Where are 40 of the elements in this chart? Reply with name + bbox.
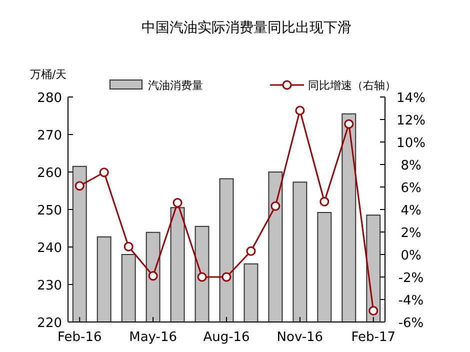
y-tick-label: 270 (37, 128, 62, 144)
point (295, 106, 305, 116)
legend-label: 同比增速（右轴） (308, 79, 396, 92)
y-tick-label: 250 (37, 204, 62, 218)
y2-tick-label: 10% (396, 136, 426, 151)
point (344, 119, 354, 129)
y2-tick-label: -2% (398, 271, 424, 286)
x-tick-label: Feb-17 (351, 330, 396, 345)
y-tick-label: 220 (37, 316, 62, 331)
y2-tick-label: 12% (396, 114, 426, 128)
x-tick-label: Nov-16 (276, 330, 324, 345)
point (222, 272, 232, 282)
y-tick-label: 230 (37, 278, 62, 294)
y2-tick-label: 6% (400, 181, 422, 196)
point (197, 272, 207, 282)
point (270, 201, 280, 211)
y2-tick-label: 4% (400, 204, 422, 218)
point (74, 181, 84, 191)
chart-title: 中国汽油实际消费量同比出现下滑 (142, 20, 352, 36)
x-tick-label: Feb-16 (58, 330, 102, 345)
y-tick-label: 280 (37, 91, 62, 106)
y2-tick-label: -4% (398, 294, 424, 308)
x-tick-label: May-16 (129, 330, 178, 345)
y2-tick-label: 2% (400, 226, 422, 241)
y-tick-label: 260 (37, 166, 62, 181)
y2-tick-label: 8% (400, 158, 422, 174)
point (124, 242, 134, 252)
point (99, 168, 109, 178)
legend-label: 汽油消费量 (148, 79, 203, 92)
point (320, 196, 330, 206)
y-axis-title: 万桶/天 (30, 68, 67, 81)
y2-tick-label: 0% (400, 248, 422, 264)
y2-tick-label: -6% (398, 316, 424, 331)
point (246, 246, 256, 256)
point (148, 271, 158, 281)
y2-tick-label: 14% (396, 91, 426, 106)
y-tick-label: 240 (37, 241, 62, 256)
x-tick-label: Aug-16 (203, 330, 250, 345)
point (368, 306, 378, 316)
point (172, 198, 182, 208)
